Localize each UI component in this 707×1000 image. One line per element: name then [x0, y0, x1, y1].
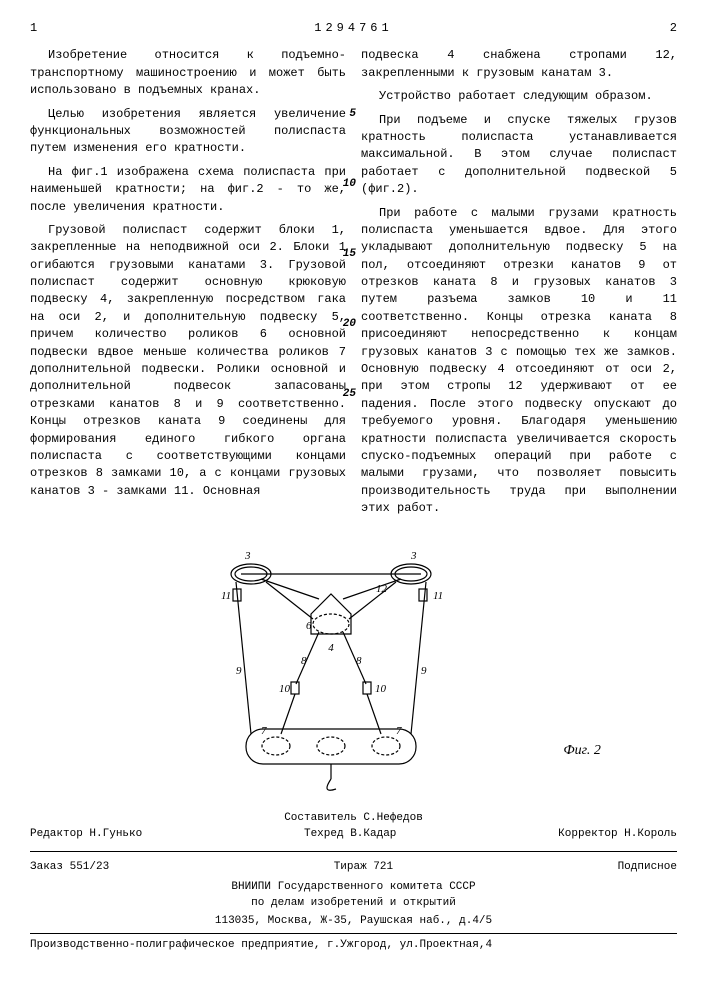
- fig-ref: 12: [376, 583, 388, 595]
- para: Целью изобретения является увеличение фу…: [30, 106, 346, 158]
- right-column: подвеска 4 снабжена стропами 12, закрепл…: [361, 47, 677, 523]
- page-num-left: 1: [30, 20, 37, 37]
- divider: [30, 851, 677, 852]
- line-number: 25: [343, 387, 356, 403]
- para: Грузовой полиспаст содержит блоки 1, зак…: [30, 222, 346, 500]
- divider: [30, 933, 677, 934]
- circulation: Тираж 721: [334, 860, 393, 876]
- para: При подъеме и спуске тяжелых грузов крат…: [361, 112, 677, 199]
- fig-ref: 3: [244, 550, 251, 562]
- corrector: Корректор Н.Король: [558, 827, 677, 843]
- editor: Редактор Н.Гунько: [30, 827, 142, 843]
- fig-ref: 4: [328, 642, 334, 654]
- para: Изобретение относится к подъемно-транспо…: [30, 47, 346, 99]
- address: 113035, Москва, Ж-35, Раушская наб., д.4…: [30, 914, 677, 930]
- subscription: Подписное: [618, 860, 677, 876]
- text-columns: Изобретение относится к подъемно-транспо…: [30, 47, 677, 523]
- line-number: 5: [349, 107, 356, 123]
- fig-ref: 9: [421, 665, 427, 677]
- page-header: 1 1294761 2: [30, 20, 677, 37]
- fig-ref: 11: [221, 590, 231, 602]
- para: подвеска 4 снабжена стропами 12, закрепл…: [361, 47, 677, 82]
- fig-ref: 10: [279, 683, 291, 695]
- fig-ref: 11: [433, 590, 443, 602]
- tech: Техред В.Кадар: [304, 827, 396, 843]
- left-column: Изобретение относится к подъемно-транспо…: [30, 47, 346, 523]
- footer: Составитель С.Нефедов Редактор Н.Гунько …: [30, 811, 677, 955]
- para: При работе с малыми грузами кратность по…: [361, 205, 677, 518]
- line-number: 20: [343, 317, 356, 333]
- line-number: 15: [343, 247, 356, 263]
- footer-row-2: Заказ 551/23 Тираж 721 Подписное: [30, 856, 677, 880]
- compiler: Составитель С.Нефедов: [30, 811, 677, 827]
- patent-number: 1294761: [37, 20, 670, 37]
- fig-ref: 6: [306, 620, 312, 632]
- fig-ref: 7: [261, 725, 267, 737]
- figure-label: Фиг. 2: [563, 743, 601, 758]
- org-line-1: ВНИИПИ Государственного комитета СССР: [30, 880, 677, 896]
- page-num-right: 2: [670, 20, 677, 37]
- org-line-2: по делам изобретений и открытий: [30, 896, 677, 912]
- fig-ref: 9: [236, 665, 242, 677]
- para: Устройство работает следующим образом.: [361, 88, 677, 105]
- footer-row-1: Редактор Н.Гунько Техред В.Кадар Коррект…: [30, 827, 677, 847]
- fig-ref: 10: [375, 683, 387, 695]
- figure-svg: 3 3 11 11 12 4 6 10 10 9 9 8 8 7 7: [201, 534, 461, 794]
- fig-ref: 8: [356, 655, 362, 667]
- fig-ref: 3: [410, 550, 417, 562]
- fig-ref: 7: [396, 725, 402, 737]
- fig-ref: 8: [301, 655, 307, 667]
- order: Заказ 551/23: [30, 860, 109, 876]
- line-number: 10: [343, 177, 356, 193]
- para: На фиг.1 изображена схема полиспаста при…: [30, 164, 346, 216]
- printer: Производственно-полиграфическое предприя…: [30, 938, 677, 954]
- figure-2: 3 3 11 11 12 4 6 10 10 9 9 8 8 7 7 Фиг. …: [30, 534, 677, 801]
